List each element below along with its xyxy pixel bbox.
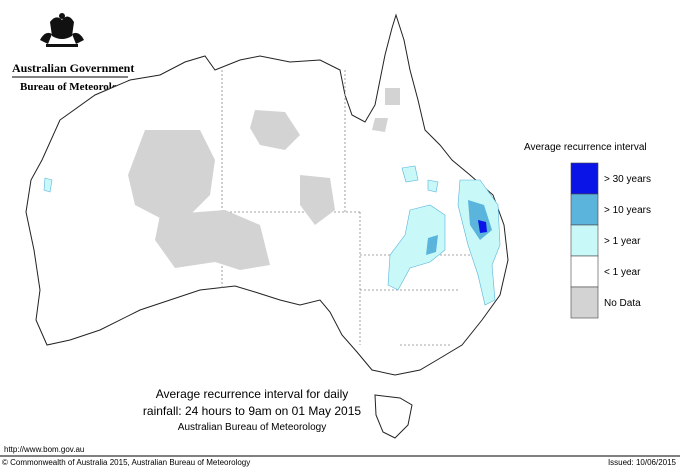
caption-line: Average recurrence interval for daily [156, 387, 349, 401]
legend-label: > 30 years [604, 174, 651, 185]
tasmania [374, 394, 413, 439]
footer-copyright: © Commonwealth of Australia 2015, Austra… [2, 458, 250, 467]
caption-line: rainfall: 24 hours to 9am on 01 May 2015 [143, 404, 361, 418]
footer-url: http://www.bom.gov.au [4, 445, 84, 454]
legend-swatch [570, 255, 599, 288]
legend-swatch [570, 286, 599, 319]
legend-label: < 1 year [604, 267, 641, 278]
legend-title: Average recurrence interval [524, 142, 647, 153]
footer-issued: Issued: 10/06/2015 [608, 458, 677, 467]
legend-swatch [570, 162, 599, 195]
legend-label: > 10 years [604, 205, 651, 216]
state-borders [221, 70, 495, 346]
crest [40, 13, 84, 47]
no-data-areas [128, 88, 400, 270]
rainfall-areas [43, 165, 501, 306]
legend-label: No Data [604, 298, 641, 309]
legend-swatch [570, 224, 599, 257]
legend-swatch [570, 193, 599, 226]
legend-label: > 1 year [604, 236, 641, 247]
bureau-title: Bureau of Meteorology [20, 81, 129, 93]
government-title: Australian Government [12, 61, 134, 75]
caption-source: Australian Bureau of Meteorology [178, 422, 326, 433]
legend: > 30 years > 10 years > 1 year < 1 year No D… [570, 162, 651, 319]
